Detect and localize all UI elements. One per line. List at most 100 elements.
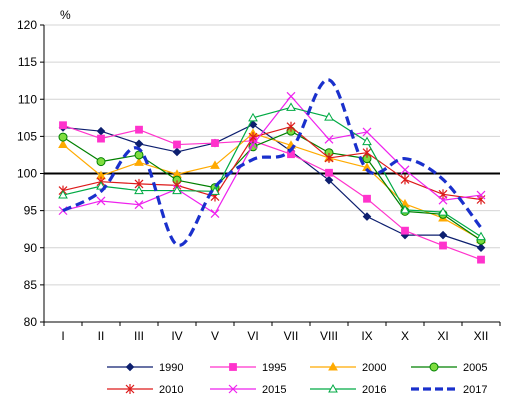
point-2015-XI <box>438 195 448 205</box>
point-1995-III <box>135 125 143 134</box>
point-2010-VII <box>286 121 296 132</box>
legend-label-2005: 2005 <box>463 362 487 374</box>
y-tick-label-115: 115 <box>18 55 37 69</box>
point-2010-VI <box>248 132 258 143</box>
point-2000-III <box>134 157 144 166</box>
point-2015-II <box>96 196 106 206</box>
legend-marker-2015-stroke-b <box>228 384 238 394</box>
point-1990-XI <box>438 230 448 240</box>
legend-label-2000: 2000 <box>362 362 386 374</box>
y-tick-label-100: 100 <box>17 167 37 181</box>
x-tick-label-III: III <box>134 329 144 343</box>
legend-marker-2000 <box>328 361 338 371</box>
point-2010-IX <box>362 147 372 158</box>
legend-item-1995: 1995 <box>210 362 286 374</box>
point-2016-VIII <box>324 112 334 121</box>
series-2017 <box>62 78 483 247</box>
point-2015-X-stroke-b <box>400 165 410 175</box>
point-2015-VIII <box>324 134 334 144</box>
x-tick-label-XI: XI <box>437 329 448 343</box>
x-tick-label-VIII: VIII <box>320 329 338 343</box>
x-tick-label-V: V <box>211 329 219 343</box>
legend-item-1990: 1990 <box>107 362 183 374</box>
legend-marker-2016 <box>328 383 338 393</box>
legend-item-2015: 2015 <box>210 384 286 396</box>
legend-label-2010: 2010 <box>159 384 183 396</box>
legend-label-2015: 2015 <box>262 384 286 396</box>
point-2015-VII <box>286 91 296 101</box>
x-tick-label-X: X <box>401 329 409 343</box>
point-1995-VIII <box>325 168 333 177</box>
x-tick-label-IV: IV <box>171 329 182 343</box>
legend-item-2010: 2010 <box>107 384 183 396</box>
legend-label-2016: 2016 <box>362 384 386 396</box>
point-2016-IV <box>172 185 182 195</box>
x-tick-label-II: II <box>98 329 105 343</box>
y-tick-label-105: 105 <box>17 129 37 143</box>
legend-marker-2005 <box>429 362 439 372</box>
point-1995-XII <box>477 255 485 264</box>
legend: 1990 1995 2000 2005 2010 2015 2016 2017 <box>107 361 487 396</box>
series-line-1990 <box>62 123 482 249</box>
point-1995-V <box>211 139 219 147</box>
legend-item-2017: 2017 <box>411 384 487 396</box>
series-line-1995 <box>62 124 482 261</box>
series-lines <box>58 78 486 264</box>
legend-label-2017: 2017 <box>463 384 487 396</box>
point-2015-VI-stroke-b <box>248 140 258 149</box>
y-tick-labels: 80 85 90 95 100 105 110 115 120 <box>17 18 37 329</box>
point-2005-III <box>134 150 144 160</box>
series-2016 <box>58 102 486 241</box>
point-2015-III-stroke-b <box>134 200 144 210</box>
point-2015-VII-stroke-b <box>286 91 296 101</box>
x-tick-labels: I II III IV V VI VII VIII IX X XI XII <box>61 329 488 343</box>
point-2015-XII-stroke-b <box>476 190 486 200</box>
legend-label-1990: 1990 <box>159 362 183 374</box>
legend-marker-1995 <box>229 363 237 371</box>
point-1995-X <box>401 226 409 235</box>
point-2016-XI <box>438 207 448 216</box>
point-2015-VIII-stroke-b <box>324 134 334 144</box>
y-tick-label-90: 90 <box>24 241 38 255</box>
point-2016-IX <box>362 136 372 146</box>
point-2015-III <box>134 200 144 210</box>
point-2016-VI <box>248 112 258 122</box>
legend-label-1995: 1995 <box>262 362 286 374</box>
point-1990-VIII <box>324 175 334 185</box>
point-2016-XII <box>476 231 486 241</box>
series-line-2010 <box>62 126 482 201</box>
point-2015-V <box>210 209 220 219</box>
point-2005-I <box>58 132 68 142</box>
series-line-2005 <box>62 130 482 241</box>
x-tick-label-VII: VII <box>284 329 299 343</box>
unit-label: % <box>60 8 71 22</box>
point-2015-XI-stroke-b <box>438 195 448 205</box>
point-2016-VII <box>286 102 296 111</box>
x-tick-label-XII: XII <box>474 329 489 343</box>
y-tick-label-95: 95 <box>24 204 38 218</box>
legend-item-2000: 2000 <box>310 361 386 374</box>
point-2010-X <box>400 174 410 185</box>
point-2016-X <box>400 204 410 214</box>
x-tick-label-I: I <box>61 329 64 343</box>
series-line-2017 <box>62 78 483 247</box>
y-tick-label-80: 80 <box>24 315 38 329</box>
legend-item-2016: 2016 <box>310 383 386 396</box>
point-1990-XII <box>476 243 486 253</box>
point-2016-I <box>58 190 68 199</box>
legend-marker-2010 <box>125 384 135 394</box>
point-1995-IV <box>173 140 181 149</box>
y-tick-label-120: 120 <box>17 18 37 32</box>
legend-marker-2015 <box>228 384 238 394</box>
point-1990-IV <box>172 147 182 157</box>
point-2005-II <box>96 157 106 167</box>
legend-item-2005: 2005 <box>411 362 487 374</box>
y-tick-label-85: 85 <box>24 278 38 292</box>
point-2015-IX <box>362 127 372 137</box>
x-tick-label-IX: IX <box>361 329 372 343</box>
y-tick-label-110: 110 <box>18 92 37 106</box>
point-2015-V-stroke-b <box>210 209 220 219</box>
point-2015-VI <box>248 140 258 149</box>
